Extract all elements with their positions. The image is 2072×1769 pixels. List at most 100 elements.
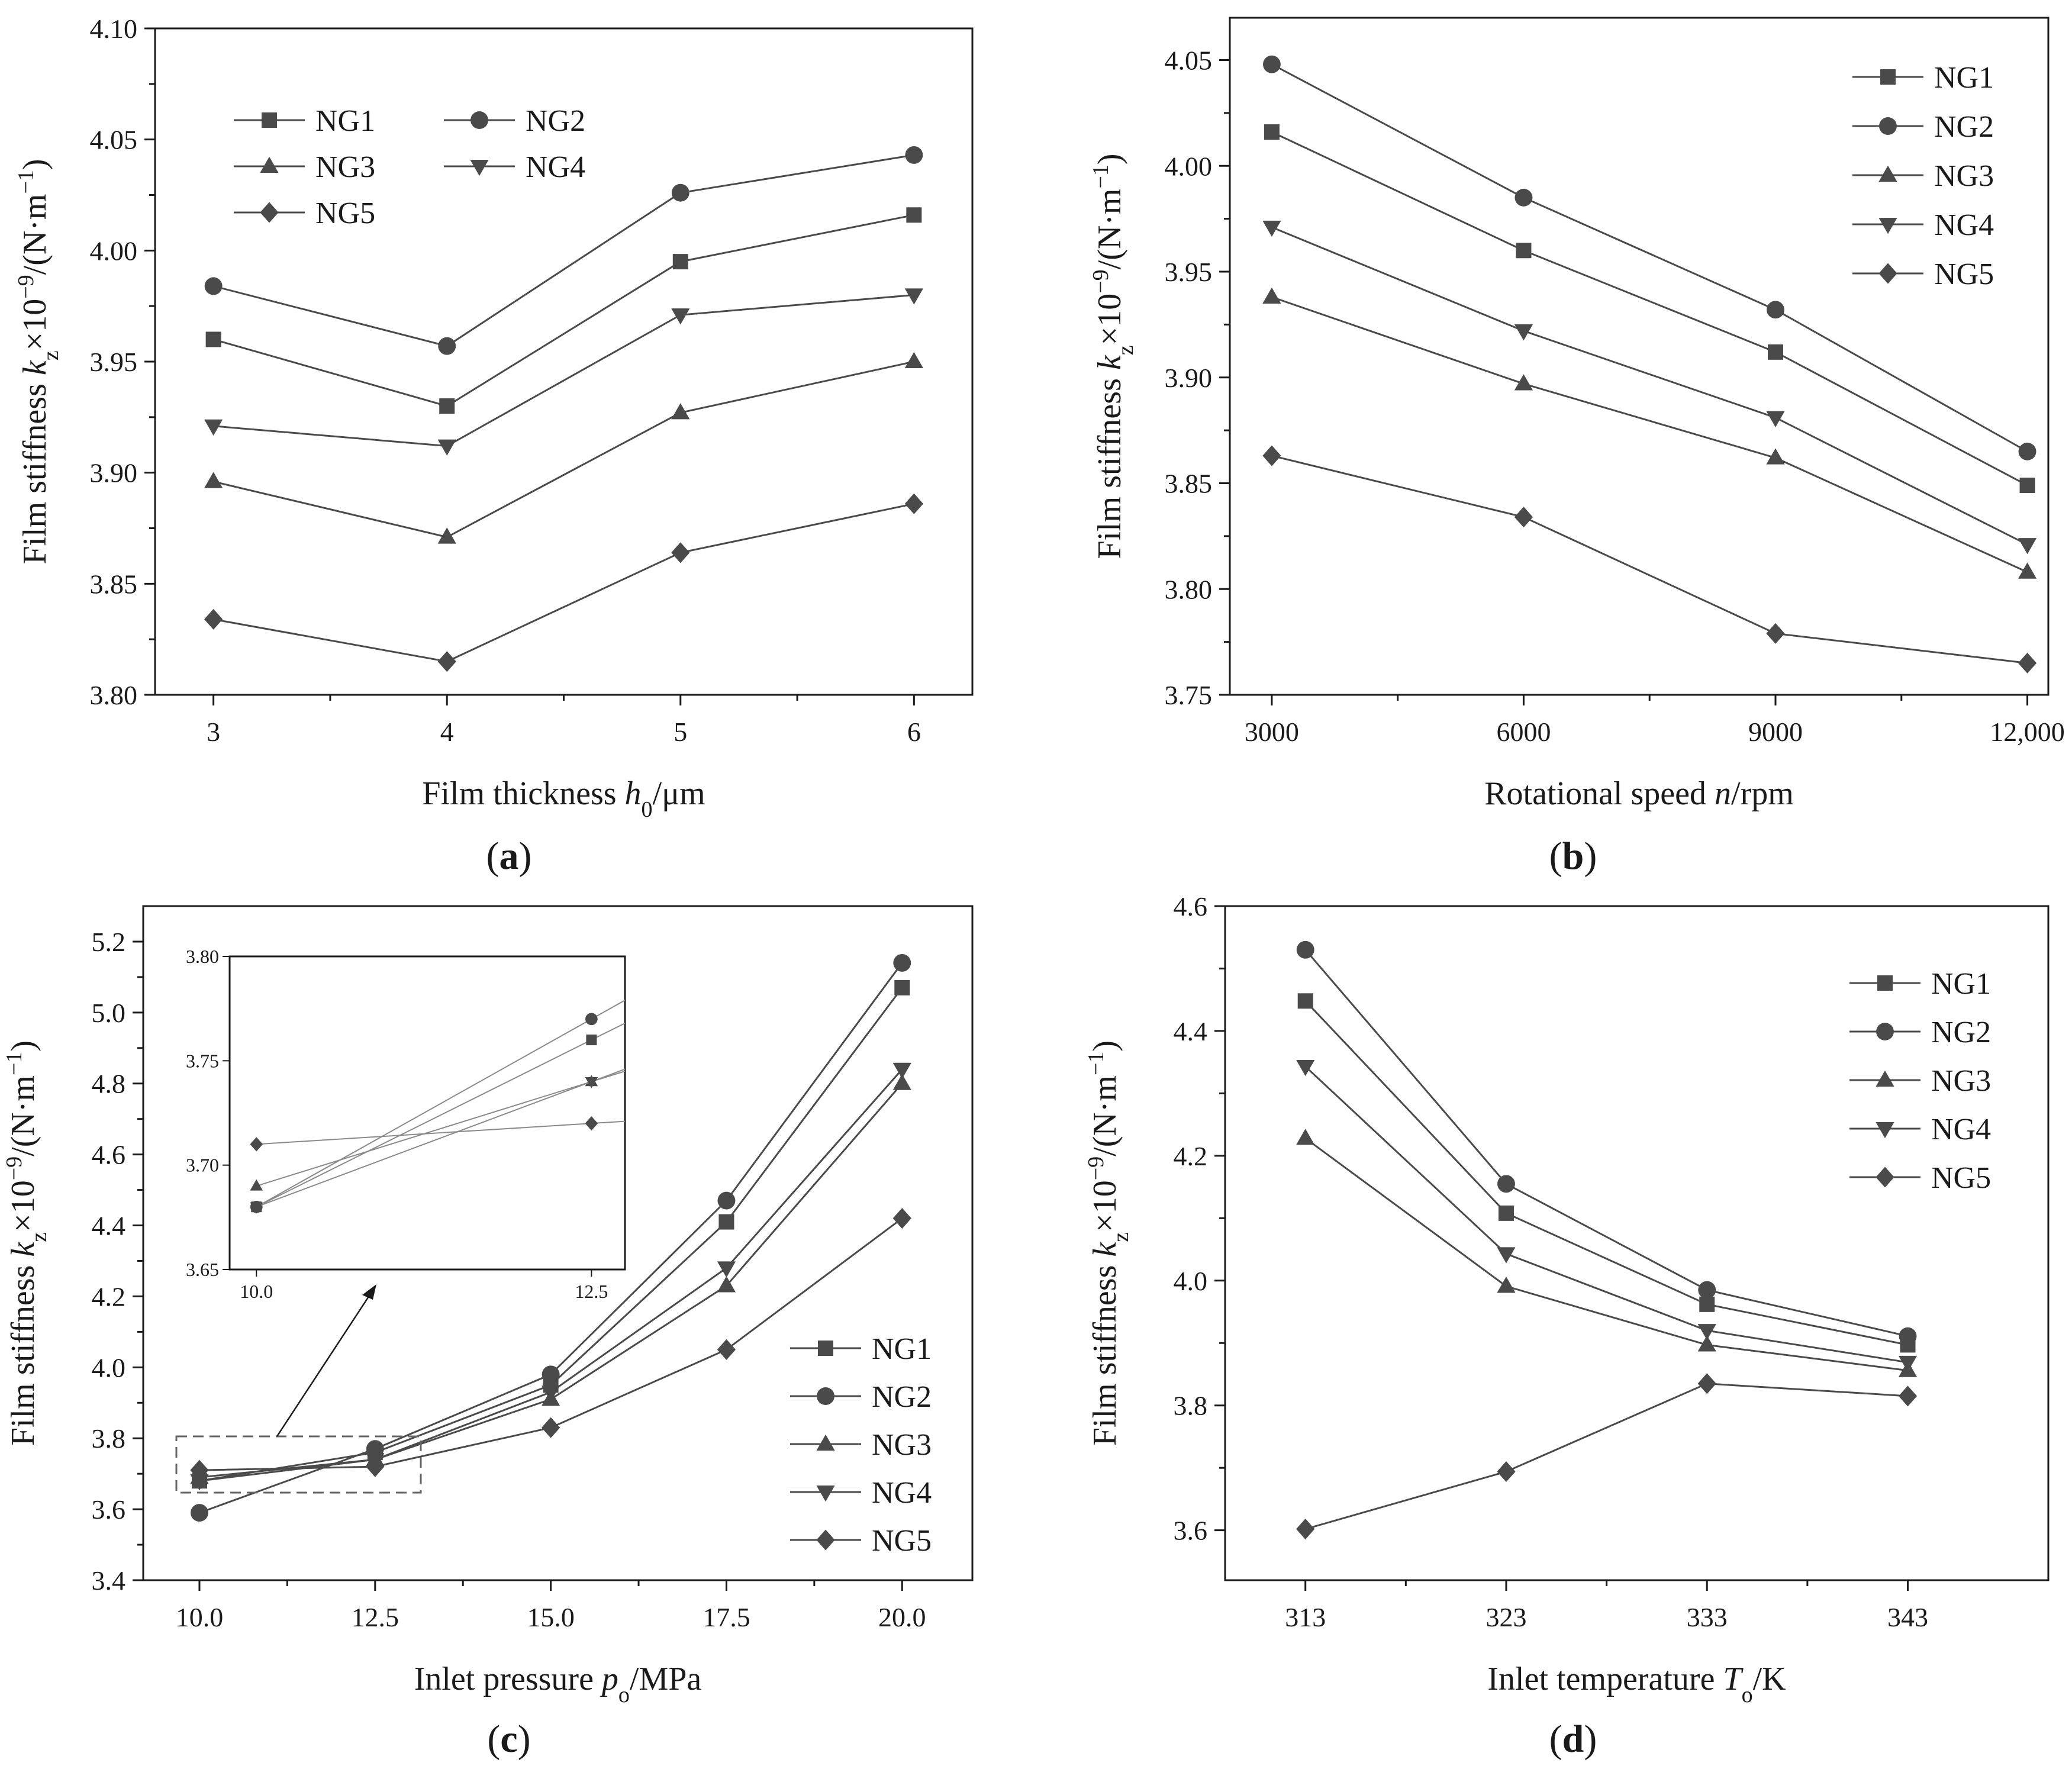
y-axis-label-part: −9: [1088, 269, 1113, 293]
series-line-ng5: [213, 502, 914, 663]
panel-label-part: b: [1562, 834, 1584, 878]
y-tick-label: 4.2: [92, 1281, 126, 1312]
data-point-ng5: [1898, 1385, 1918, 1407]
data-point-ng1: [1297, 993, 1313, 1009]
inset-point-ng3: [250, 1179, 263, 1191]
data-point-ng3: [1262, 287, 1281, 304]
data-point-ng5: [892, 1207, 911, 1229]
panel-label-part: (: [1549, 834, 1562, 878]
x-tick-label: 333: [1687, 1602, 1728, 1632]
x-axis-label: Rotational speed n/rpm: [1484, 775, 1794, 812]
series-line-ng1: [213, 214, 914, 407]
y-tick-label: 3.80: [1165, 574, 1213, 604]
legend-marker: [1878, 165, 1897, 182]
y-tick-label: 4.8: [92, 1069, 126, 1099]
data-point-ng5: [2018, 652, 2037, 674]
data-point-ng4: [1296, 1059, 1315, 1077]
data-point-ng2: [1899, 1327, 1917, 1345]
data-point-ng2: [893, 953, 911, 972]
y-tick-label: 3.90: [90, 458, 138, 488]
panel-label-part: ): [1584, 1718, 1597, 1761]
data-point-ng1: [894, 979, 910, 995]
inset-y-tick-label: 3.65: [186, 1259, 219, 1280]
legend-label: NG1: [872, 1332, 932, 1366]
data-point-ng1: [2019, 478, 2035, 494]
legend-label: NG5: [1931, 1161, 1991, 1195]
panel-label: (c): [487, 1718, 530, 1761]
y-tick-label: 3.85: [1165, 469, 1213, 499]
series-line-ng4: [1304, 1065, 1908, 1364]
data-point-ng5: [1697, 1373, 1716, 1394]
zoom-arrow-line: [276, 1290, 374, 1437]
data-point-ng5: [542, 1417, 560, 1438]
y-tick-label: 3.8: [1174, 1391, 1208, 1421]
y-tick-label: 4.0: [1174, 1266, 1208, 1296]
y-axis-label-part: z: [1108, 1232, 1133, 1242]
data-point-ng3: [1766, 448, 1785, 465]
y-tick-label: 4.6: [92, 1140, 126, 1170]
y-axis-label-part: −1: [2, 1052, 27, 1075]
inset-series-line-ng2: [256, 999, 625, 1208]
inset-series-line-ng3: [256, 1070, 625, 1187]
legend-label: NG5: [1934, 257, 1994, 291]
y-axis-label-part: /(N·m: [1087, 1075, 1123, 1156]
x-tick-label: 313: [1285, 1602, 1326, 1632]
y-tick-label: 3.6: [92, 1494, 126, 1525]
y-tick-label: 3.4: [92, 1565, 126, 1596]
series-line-ng5: [1305, 1383, 1908, 1530]
inset-x-tick-label: 10.0: [240, 1281, 273, 1302]
x-tick-label: 20.0: [878, 1602, 926, 1632]
y-axis-label-part: Film stiffness: [5, 1257, 41, 1446]
y-axis-label-part: Film stiffness: [1091, 370, 1128, 559]
panel-label: (d): [1549, 1718, 1597, 1761]
inset-y-tick-label: 3.70: [186, 1155, 219, 1176]
x-tick-label: 6: [907, 717, 921, 747]
x-axis-label: Film thickness h0/μm: [422, 775, 705, 822]
x-tick-label: 3: [207, 717, 220, 747]
data-point-ng2: [1514, 188, 1533, 207]
data-point-ng2: [905, 146, 923, 164]
y-axis-label-part: −9: [2, 1156, 27, 1180]
zoom-arrow-head: [362, 1284, 376, 1300]
y-tick-label: 3.95: [1165, 257, 1213, 287]
panel-label-part: (: [486, 834, 500, 878]
x-axis-label-part: Film thickness: [422, 775, 624, 812]
data-point-ng3: [904, 352, 923, 369]
y-axis-label-part: /(N·m: [17, 194, 53, 275]
x-tick-label: 10.0: [176, 1602, 224, 1632]
x-axis-label-part: o: [1742, 1683, 1753, 1707]
y-tick-label: 4.10: [90, 14, 138, 44]
data-point-ng4: [1514, 324, 1533, 341]
y-tick-label: 3.80: [90, 680, 138, 710]
data-point-ng2: [191, 1504, 208, 1522]
y-axis-label-part: −1: [14, 170, 38, 194]
legend-label: NG1: [1934, 61, 1994, 95]
legend-label: NG2: [1931, 1016, 1991, 1049]
x-tick-label: 3000: [1245, 717, 1299, 747]
y-axis-label-part: z: [38, 350, 63, 360]
plot-frame: [1224, 905, 2050, 1581]
y-tick-label: 3.6: [1174, 1516, 1208, 1546]
x-axis-label-part: 0: [642, 797, 653, 822]
inset-y-tick-label: 3.80: [186, 946, 219, 967]
legend-marker: [1877, 975, 1893, 991]
data-point-ng3: [437, 527, 456, 544]
data-point-ng1: [1498, 1205, 1514, 1221]
legend-marker: [262, 112, 277, 128]
data-point-ng1: [672, 254, 688, 270]
data-point-ng4: [671, 308, 690, 325]
legend-label: NG2: [1934, 110, 1994, 144]
legend: NG1 NG2 NG3 NG4 NG5: [234, 104, 585, 230]
x-axis-label-part: p: [600, 1661, 618, 1697]
x-tick-label: 4: [440, 717, 454, 747]
data-point-ng4: [542, 1385, 560, 1402]
data-point-ng3: [204, 472, 223, 488]
y-axis-label-part: −9: [1084, 1156, 1108, 1180]
y-axis-label-part: −1: [1088, 165, 1113, 188]
data-point-ng1: [1264, 124, 1280, 140]
series-line-ng2: [213, 154, 914, 347]
y-tick-label: 3.85: [90, 569, 138, 599]
series-line-ng2: [1304, 949, 1908, 1338]
panel-label-part: ): [1584, 834, 1597, 878]
panel-label: (b): [1549, 834, 1597, 878]
